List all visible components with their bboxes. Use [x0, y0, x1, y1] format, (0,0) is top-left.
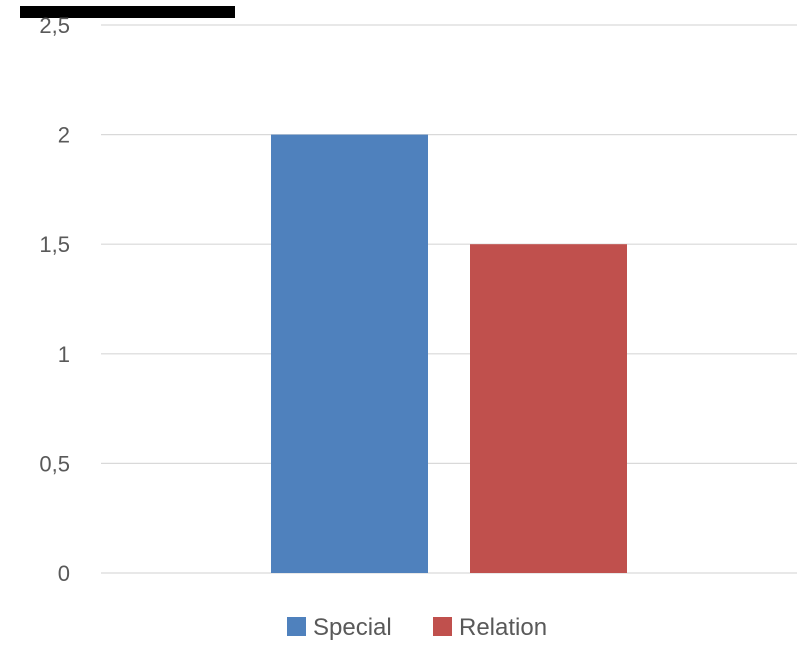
redaction-bar	[20, 6, 235, 18]
y-tick-label: 0	[58, 561, 70, 586]
legend-label-special: Special	[313, 614, 392, 641]
y-axis-tick-labels: 0 0,5 1 1,5 2 2,5	[39, 13, 70, 586]
y-tick-label: 1,5	[39, 232, 70, 257]
y-tick-label: 0,5	[39, 451, 70, 476]
bars	[271, 134, 627, 573]
y-tick-label: 1	[58, 342, 70, 367]
legend-swatch-special	[287, 617, 306, 636]
legend: Special Relation	[287, 614, 547, 641]
legend-label-relation: Relation	[459, 614, 547, 641]
legend-swatch-relation	[433, 617, 452, 636]
y-tick-label: 2,5	[39, 13, 70, 38]
gridlines	[101, 24, 797, 574]
bar-relation	[470, 244, 627, 573]
y-tick-label: 2	[58, 123, 70, 148]
bar-special	[271, 134, 428, 573]
